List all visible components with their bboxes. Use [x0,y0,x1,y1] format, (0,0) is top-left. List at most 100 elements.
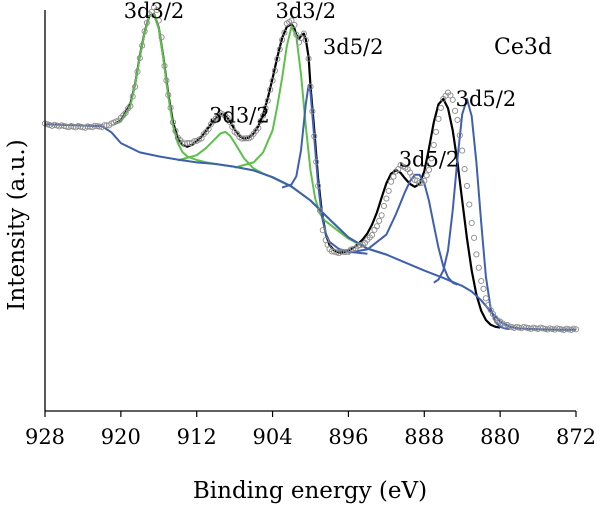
measured-data-point [459,147,466,154]
measured-data-point [305,55,312,62]
measured-data-point [129,93,136,100]
measured-data-point [383,195,390,202]
measured-data-point [416,180,423,187]
fit-curve [44,123,576,331]
measured-data-point [267,86,274,93]
measured-data-point [456,132,463,139]
measured-data-point [311,133,318,140]
measured-data-point [428,155,435,162]
measured-data-point [380,202,388,210]
x-tick-label: 888 [404,425,444,449]
measured-data-point [309,108,316,115]
measured-data-point [485,301,492,309]
measured-data-point [565,326,572,333]
x-tick-label: 904 [253,425,293,449]
measured-data-point [542,325,549,332]
measured-data-point [373,223,380,230]
measured-data-point [570,325,577,332]
measured-data-point [260,112,267,119]
measured-data-point [257,117,264,124]
plot-markers [41,4,580,333]
fit-curve [433,98,510,331]
measured-data-point [376,217,383,224]
measured-data-point [319,227,326,234]
measured-data-point [165,91,172,99]
measured-data-point [478,277,485,285]
measured-data-point [276,46,283,53]
measured-data-point [281,29,288,36]
measured-data-point [425,166,433,173]
measured-data-point [525,325,532,332]
measured-data-point [155,17,162,24]
measured-data-point [127,102,134,110]
x-tick-label: 880 [480,425,520,449]
peak-annotations: 3d3/2 3d3/2 3d3/2 3d5/2 3d5/2 3d5/2 [124,0,517,171]
measured-data-point [473,251,480,258]
measured-data-point [262,105,269,112]
measured-data-point [226,118,233,126]
measured-data-point [378,212,385,219]
x-tick-label: 896 [328,425,368,449]
measured-data-point [139,42,146,49]
measured-data-point [343,248,350,255]
measured-data-point [169,119,177,126]
measured-data-point [549,325,556,333]
measured-data-point [141,28,148,35]
measured-data-point [452,107,459,114]
measured-data-point [340,248,347,256]
measured-data-point [437,104,444,111]
measured-data-point [468,219,475,227]
measured-data-point [101,122,108,129]
measured-data-point [454,116,461,123]
measured-data-point [532,325,539,332]
measured-data-point [421,177,428,184]
measured-data-point [411,176,418,184]
measured-data-point [516,324,523,331]
fit-curve [177,130,387,256]
peak-label: 3d3/2 [124,0,185,23]
measured-data-point [316,207,324,214]
measured-data-point [475,264,482,271]
fit-curve [234,25,387,256]
measured-data-point [463,182,471,189]
measured-data-point [274,55,281,63]
measured-data-point [449,96,456,103]
plot-lines [44,12,576,331]
measured-data-point [300,30,307,37]
axes [44,10,576,412]
x-tick-label: 928 [25,425,65,449]
measured-data-point [134,68,141,75]
measured-data-point [369,232,376,239]
measured-data-point [307,83,314,90]
measured-data-point [430,141,437,149]
measured-data-point [288,17,295,24]
measured-data-point [482,295,489,302]
measured-data-point [385,187,392,194]
chart-title: Ce3d [494,35,552,60]
measured-data-point [238,135,245,142]
measured-data-point [264,97,271,104]
x-tick-label: 920 [101,425,141,449]
measured-data-point [302,37,309,44]
measured-data-point [172,127,179,134]
measured-data-point [390,173,397,180]
measured-data-point [255,124,262,132]
measured-data-point [269,77,276,84]
fit-curve [113,12,501,329]
measured-data-point [158,34,165,41]
measured-data-point [572,326,580,333]
measured-data-point [433,128,440,135]
peak-label: 3d5/2 [399,147,460,171]
measured-data-point [423,172,430,179]
fit-curve [348,173,458,286]
x-axis-label: Binding energy (eV) [193,478,427,504]
peak-label: 3d5/2 [456,87,517,111]
measured-data-point [388,178,395,185]
measured-data-point [132,83,139,90]
measured-data-point [315,182,322,189]
measured-data-point [471,234,478,241]
y-axis-label: Intensity (a.u.) [4,139,30,310]
x-tick-label: 872 [556,425,596,449]
